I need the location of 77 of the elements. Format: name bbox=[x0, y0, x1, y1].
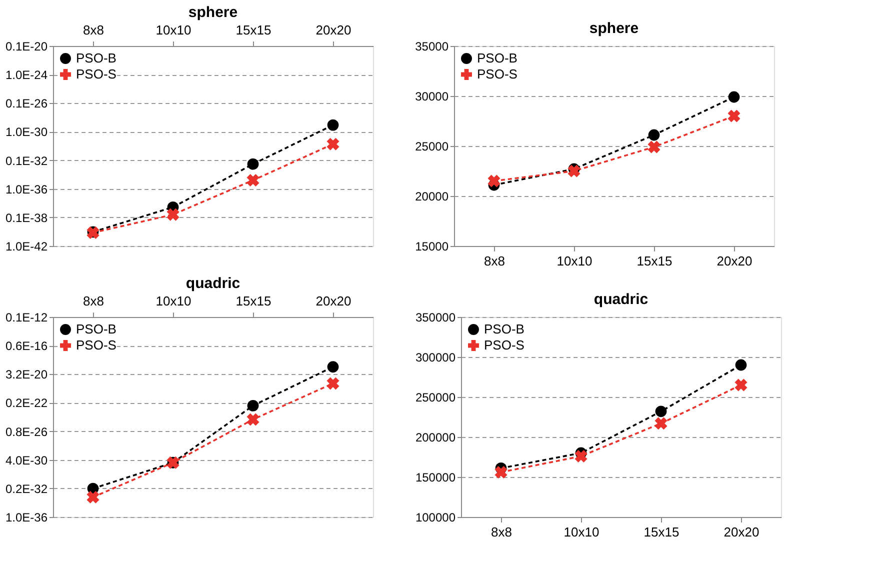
x-tick-label: 8x8 bbox=[491, 524, 512, 540]
y-tick-label: 0.2E-32 bbox=[5, 482, 48, 496]
y-tick-label: 0.1E-38 bbox=[5, 210, 48, 225]
x-tick-label: 15x15 bbox=[636, 254, 672, 268]
legend-label: PSO-B bbox=[76, 50, 116, 66]
y-tick-label: 0.1E-12 bbox=[5, 310, 48, 324]
x-tick-label: 20x20 bbox=[316, 22, 352, 38]
y-tick-label: 1.0E-24 bbox=[5, 68, 48, 82]
point bbox=[327, 119, 339, 131]
x-tick-label: 10x10 bbox=[564, 524, 600, 540]
point bbox=[654, 417, 668, 430]
y-tick-label: 1.0E-30 bbox=[5, 125, 48, 140]
chart-title: sphere bbox=[589, 20, 639, 37]
y-tick-label: 25000 bbox=[415, 140, 449, 154]
point bbox=[247, 158, 259, 170]
x-tick-label: 15x15 bbox=[236, 22, 272, 38]
legend-label: PSO-S bbox=[484, 338, 525, 352]
y-tick-label: 350000 bbox=[415, 310, 456, 324]
y-tick-label: 0.1E-26 bbox=[5, 96, 48, 111]
x-tick-label: 15x15 bbox=[236, 294, 272, 308]
y-tick-label: 30000 bbox=[415, 90, 449, 104]
point bbox=[246, 174, 260, 187]
legend-label: PSO-B bbox=[76, 322, 116, 336]
y-tick-label: 0.2E-22 bbox=[5, 396, 48, 410]
chart-title: sphere bbox=[188, 4, 238, 21]
legend-label: PSO-B bbox=[477, 50, 518, 66]
x-tick-label: 10x10 bbox=[156, 294, 192, 308]
y-tick-label: 1.0E-36 bbox=[5, 182, 48, 196]
point bbox=[86, 490, 100, 504]
y-tick-label: 150000 bbox=[415, 470, 456, 484]
y-tick-label: 0.6E-16 bbox=[5, 339, 48, 354]
point bbox=[735, 359, 747, 371]
legend-label: PSO-S bbox=[76, 66, 117, 82]
y-tick-label: 0.8E-26 bbox=[5, 424, 48, 439]
legend-label: PSO-S bbox=[76, 338, 117, 352]
point bbox=[568, 164, 580, 178]
legend-label: PSO-B bbox=[484, 322, 524, 336]
point bbox=[728, 91, 740, 103]
point bbox=[734, 378, 748, 392]
x-tick-label: 10x10 bbox=[556, 254, 592, 268]
y-tick-label: 4.0E-30 bbox=[5, 453, 48, 468]
point bbox=[326, 377, 340, 390]
point bbox=[655, 406, 667, 418]
y-tick-label: 3.2E-20 bbox=[5, 368, 48, 382]
y-tick-label: 1.0E-42 bbox=[5, 240, 48, 254]
point bbox=[574, 450, 588, 462]
y-tick-label: 15000 bbox=[415, 240, 449, 254]
y-tick-label: 1.0E-36 bbox=[5, 510, 48, 524]
y-tick-label: 250000 bbox=[415, 390, 456, 404]
point bbox=[728, 110, 740, 122]
point bbox=[648, 140, 660, 154]
x-tick-label: 20x20 bbox=[316, 294, 352, 308]
y-tick-label: 35000 bbox=[415, 40, 449, 54]
x-tick-label: 20x20 bbox=[716, 254, 752, 268]
point bbox=[327, 361, 339, 373]
point bbox=[648, 129, 660, 141]
legend-label: PSO-S bbox=[477, 66, 518, 82]
y-tick-label: 20000 bbox=[415, 190, 449, 204]
x-tick-label: 15x15 bbox=[644, 524, 680, 540]
y-tick-label: 100000 bbox=[415, 510, 456, 524]
point bbox=[166, 208, 180, 221]
chart-title: quadric bbox=[594, 291, 648, 308]
x-tick-label: 8x8 bbox=[484, 254, 505, 268]
point bbox=[326, 138, 340, 150]
x-tick-label: 8x8 bbox=[83, 294, 104, 308]
y-tick-label: 200000 bbox=[415, 430, 456, 444]
point bbox=[494, 466, 508, 478]
point bbox=[247, 400, 259, 412]
x-tick-label: 8x8 bbox=[83, 22, 104, 38]
y-tick-label: 0.1E-20 bbox=[5, 40, 48, 54]
y-tick-label: 0.1E-32 bbox=[5, 154, 48, 168]
point bbox=[246, 413, 260, 426]
x-tick-label: 10x10 bbox=[156, 22, 192, 38]
y-tick-label: 300000 bbox=[415, 350, 456, 364]
chart-title: quadric bbox=[186, 275, 240, 292]
x-tick-label: 20x20 bbox=[724, 524, 760, 540]
point bbox=[488, 174, 500, 188]
